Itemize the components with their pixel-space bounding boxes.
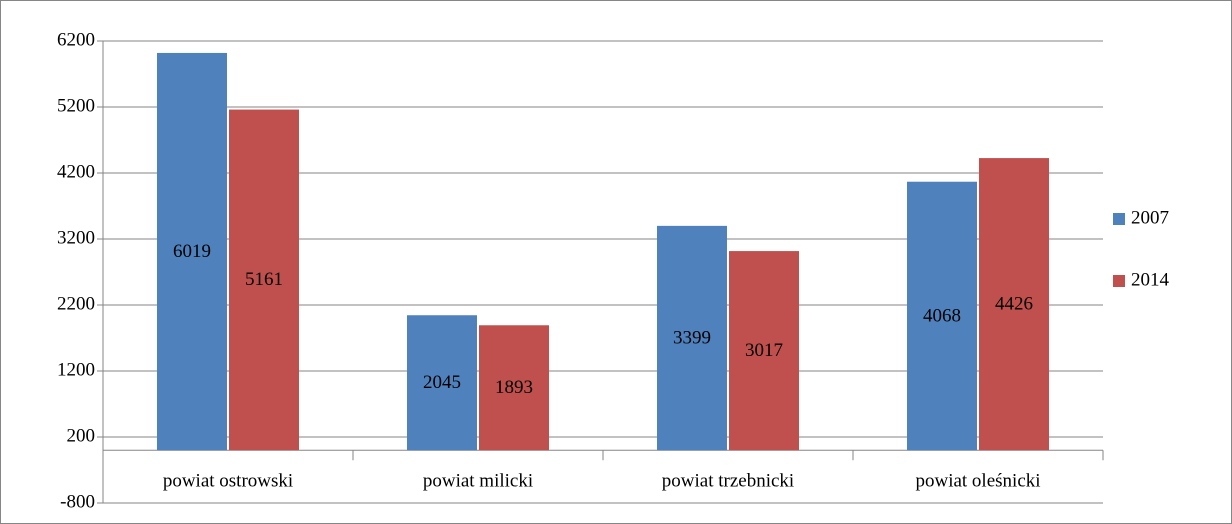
legend-label: 2014 (1131, 269, 1170, 290)
bar (157, 52, 227, 451)
x-tick-label: powiat milicki (423, 471, 533, 492)
legend-swatch (1113, 275, 1125, 287)
y-tick-label: 2200 (57, 293, 95, 314)
data-label: 5161 (245, 269, 283, 290)
bar (407, 315, 477, 451)
data-label: 1893 (495, 377, 533, 398)
bar (907, 181, 977, 451)
bar (657, 225, 727, 451)
y-tick-label: 1200 (57, 359, 95, 380)
y-tick-label: 6200 (57, 29, 95, 50)
x-tick-label: powiat ostrowski (163, 471, 293, 492)
data-label: 4068 (923, 305, 961, 326)
data-label: 6019 (173, 241, 211, 262)
x-tick-label: powiat oleśnicki (915, 471, 1040, 492)
y-tick-label: -800 (60, 491, 95, 512)
data-label: 2045 (423, 372, 461, 393)
bar (979, 158, 1049, 451)
data-label: 3017 (745, 340, 783, 361)
y-tick-label: 4200 (57, 161, 95, 182)
y-tick-label: 3200 (57, 227, 95, 248)
x-tick-label: powiat trzebnicki (662, 471, 794, 492)
legend-swatch (1113, 213, 1125, 225)
y-tick-label: 5200 (57, 95, 95, 116)
data-label: 3399 (673, 327, 711, 348)
legend-label: 2007 (1131, 207, 1169, 228)
bar (479, 325, 549, 451)
bar (229, 109, 299, 451)
data-label: 4426 (995, 294, 1033, 315)
bar (729, 251, 799, 451)
y-tick-label: 200 (67, 425, 96, 446)
